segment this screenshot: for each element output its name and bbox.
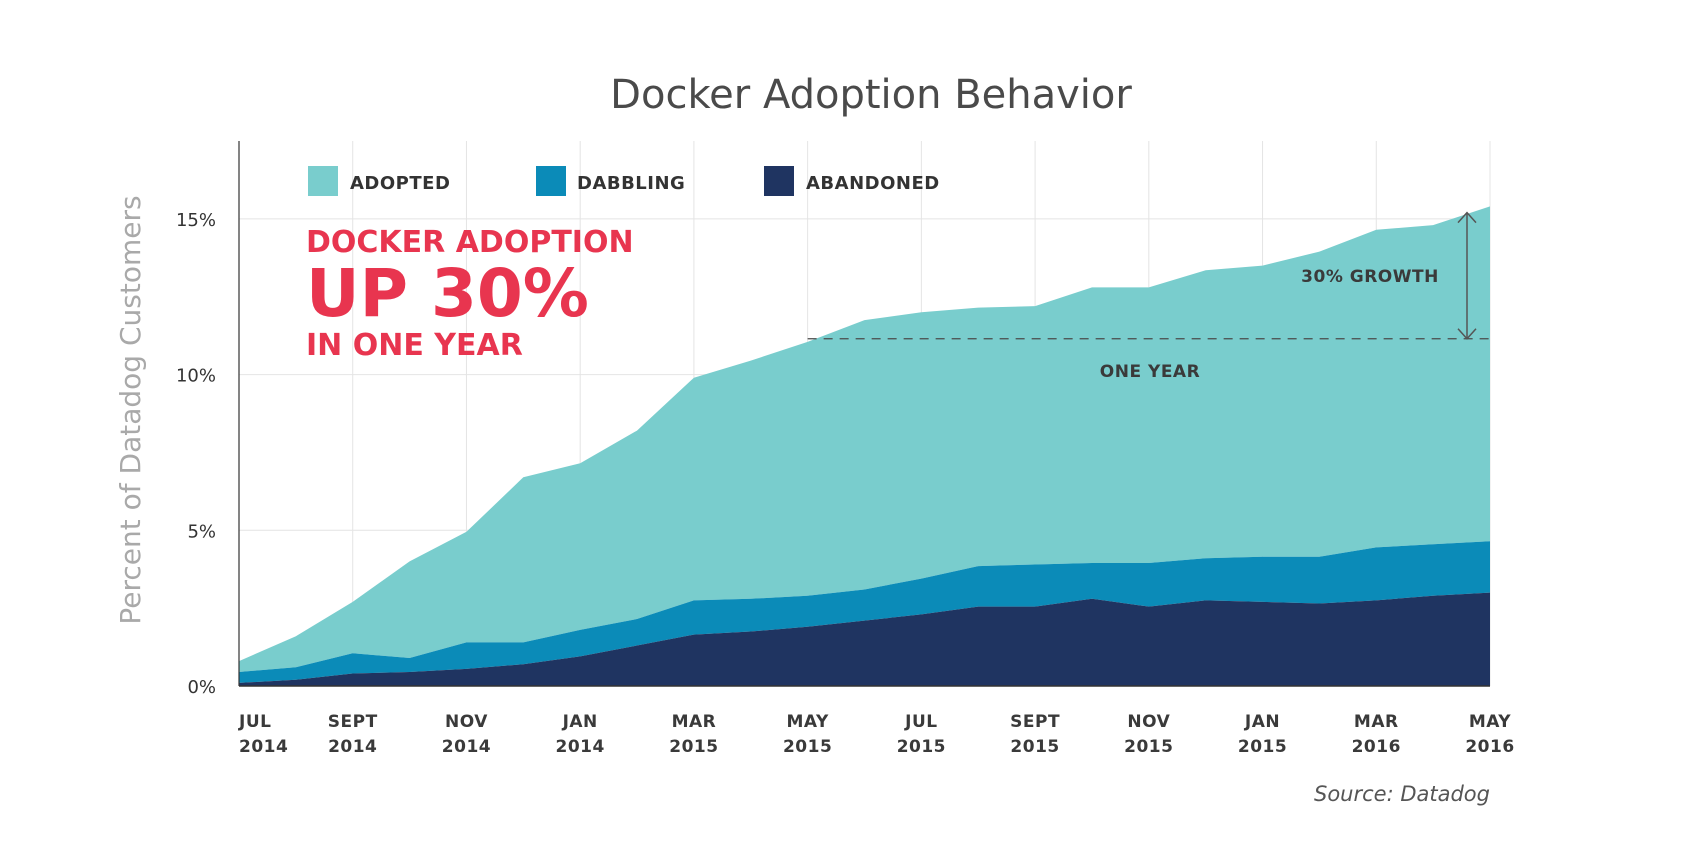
chart-title: Docker Adoption Behavior bbox=[610, 72, 1132, 118]
legend-label: ABANDONED bbox=[806, 173, 940, 194]
source-note: Source: Datadog bbox=[1314, 782, 1490, 806]
legend-label: ADOPTED bbox=[350, 173, 450, 194]
headline-line-3: IN ONE YEAR bbox=[306, 328, 523, 363]
growth-arrow-head-top bbox=[1457, 211, 1477, 224]
stacked-areas bbox=[239, 206, 1490, 686]
x-tick-label: MAY bbox=[1469, 712, 1511, 732]
x-tick-label: SEPT bbox=[1010, 712, 1060, 732]
one-year-label: ONE YEAR bbox=[1100, 362, 1200, 382]
legend-swatch-abandoned bbox=[764, 166, 794, 196]
x-tick-label: 2016 bbox=[1465, 737, 1514, 757]
x-tick-label: NOV bbox=[1127, 712, 1170, 732]
legend-swatch-dabbling bbox=[536, 166, 566, 196]
x-tick-label: NOV bbox=[445, 712, 488, 732]
headline-line-1: DOCKER ADOPTION bbox=[306, 225, 634, 260]
x-tick-label: JAN bbox=[562, 712, 598, 732]
x-tick-label: 2014 bbox=[328, 737, 377, 757]
y-tick-label: 15% bbox=[176, 210, 216, 231]
y-axis-label: Percent of Datadog Customers bbox=[114, 195, 147, 624]
x-tick-label: JUL bbox=[238, 712, 271, 732]
x-tick-label: 2015 bbox=[1238, 737, 1287, 757]
area-adopted bbox=[239, 206, 1490, 672]
y-tick-label: 10% bbox=[176, 366, 216, 387]
axes bbox=[238, 141, 1490, 687]
x-tick-label: JUL bbox=[904, 712, 937, 732]
legend-label: DABBLING bbox=[577, 173, 685, 194]
x-tick-label: MAR bbox=[1354, 712, 1399, 732]
x-tick-label: SEPT bbox=[328, 712, 378, 732]
legend-swatch-adopted bbox=[308, 166, 338, 196]
x-tick-label: 2015 bbox=[1124, 737, 1173, 757]
annotations: ONE YEAR 30% GROWTH bbox=[807, 211, 1490, 382]
x-tick-label: JAN bbox=[1244, 712, 1280, 732]
x-tick-label: 2015 bbox=[897, 737, 946, 757]
x-tick-label: 2016 bbox=[1352, 737, 1401, 757]
x-tick-label: 2014 bbox=[556, 737, 605, 757]
x-tick-label: 2015 bbox=[669, 737, 718, 757]
x-tick-label: 2015 bbox=[783, 737, 832, 757]
area-dabbling bbox=[239, 541, 1490, 683]
x-tick-labels: JUL 2014 SEPT 2014 NOV 2014 JAN 2014 MAR 2015 MAY 2… bbox=[238, 712, 1514, 757]
y-tick-labels: 0% 5% 10% 15% bbox=[176, 210, 216, 698]
y-tick-label: 0% bbox=[187, 677, 216, 698]
x-tick-label: 2015 bbox=[1010, 737, 1059, 757]
x-tick-label: MAR bbox=[672, 712, 717, 732]
x-tick-label: 2014 bbox=[442, 737, 491, 757]
growth-label: 30% GROWTH bbox=[1301, 267, 1439, 287]
x-tick-label: MAY bbox=[787, 712, 829, 732]
y-tick-label: 5% bbox=[187, 521, 216, 542]
x-tick-label: 2014 bbox=[239, 737, 288, 757]
legend: ADOPTED DABBLING ABANDONED bbox=[308, 166, 940, 196]
area-abandoned bbox=[239, 592, 1490, 686]
growth-arrow-head-bottom bbox=[1457, 328, 1477, 340]
headline-line-2: UP 30% bbox=[306, 255, 589, 332]
